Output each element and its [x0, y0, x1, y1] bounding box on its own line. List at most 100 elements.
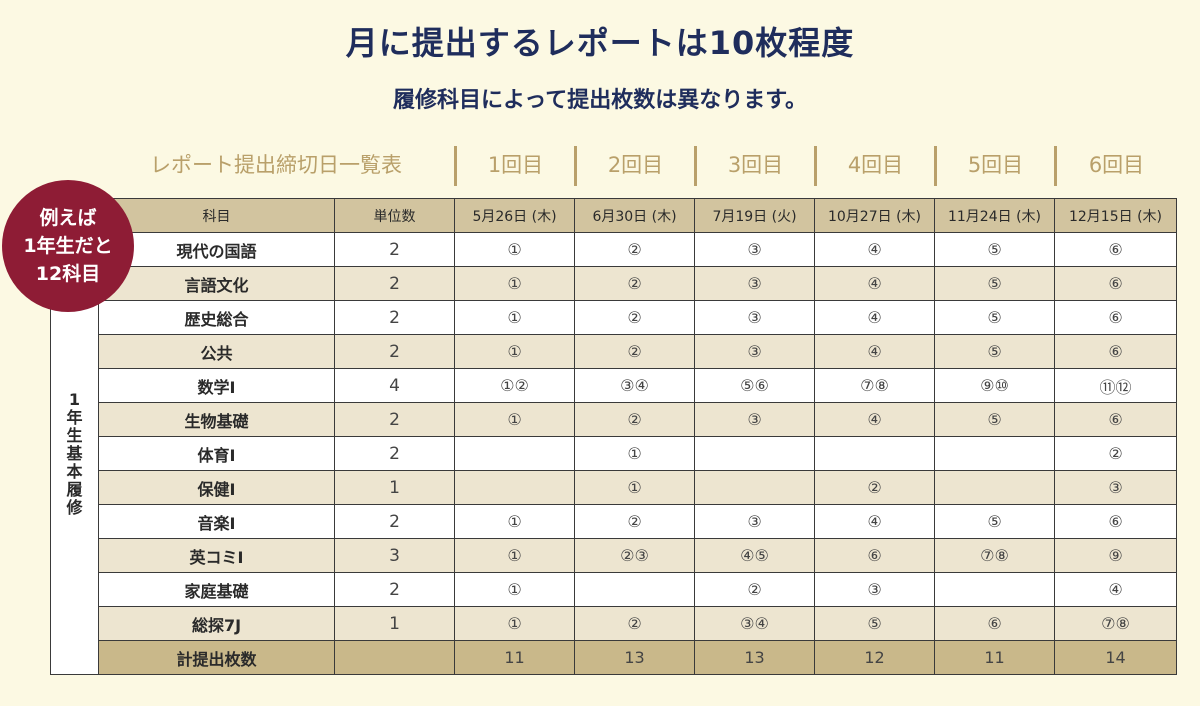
- report-cell: ①: [454, 232, 575, 267]
- report-cell: [454, 470, 575, 505]
- units-cell: 1: [334, 470, 455, 505]
- report-cell: ③: [694, 504, 815, 539]
- round-label-6: 6回目: [1054, 146, 1176, 186]
- report-cell: ⑦⑧: [814, 368, 935, 403]
- units-cell: 2: [334, 572, 455, 607]
- units-cell: 2: [334, 232, 455, 267]
- report-cell: ③: [694, 232, 815, 267]
- round-label-1: 1回目: [454, 146, 574, 186]
- report-cell: [934, 572, 1055, 607]
- table-row: 言語文化 2 ① ② ③ ④ ⑤ ⑥: [51, 266, 1177, 301]
- round-header: レポート提出締切日一覧表 1回目 2回目 3回目 4回目 5回目 6回目: [98, 146, 1176, 186]
- table-row: 数学Ⅰ 4 ①② ③④ ⑤⑥ ⑦⑧ ⑨⑩ ⑪⑫: [51, 368, 1177, 403]
- table-row: 総探7J 1 ① ② ③④ ⑤ ⑥ ⑦⑧: [51, 606, 1177, 641]
- units-cell: 2: [334, 334, 455, 369]
- report-cell: ②: [1054, 436, 1177, 471]
- report-cell: [934, 436, 1055, 471]
- report-cell: ①: [574, 470, 695, 505]
- report-cell: [694, 436, 815, 471]
- side-label-char: 修: [66, 497, 83, 517]
- units-cell: 2: [334, 300, 455, 335]
- report-cell: ⑥: [1054, 402, 1177, 437]
- report-cell: ①: [454, 334, 575, 369]
- col-header-subject: 科目: [98, 198, 335, 233]
- col-header-date-4: 10月27日 (木): [814, 198, 935, 233]
- report-cell: ②: [694, 572, 815, 607]
- round-label-4: 4回目: [814, 146, 934, 186]
- report-cell: ②: [574, 266, 695, 301]
- subject-cell: 言語文化: [98, 266, 335, 301]
- total-cell: 13: [694, 640, 815, 675]
- report-cell: ⑥: [1054, 232, 1177, 267]
- page-subtitle: 履修科目によって提出枚数は異なります。: [392, 88, 808, 113]
- report-cell: ③④: [574, 368, 695, 403]
- report-cell: ⑨⑩: [934, 368, 1055, 403]
- report-cell: ②: [574, 402, 695, 437]
- table-row: 1 年生基本履修現代の国語 2 ① ② ③ ④ ⑤ ⑥: [50, 232, 1177, 675]
- report-cell: ⑦⑧: [934, 538, 1055, 573]
- badge-line-2: 1年生だと: [23, 235, 113, 257]
- side-label-char: 生: [66, 425, 83, 445]
- report-cell: [814, 436, 935, 471]
- table-row: 英コミⅠ 3 ① ②③ ④⑤ ⑥ ⑦⑧ ⑨: [51, 538, 1177, 573]
- total-cell: 12: [814, 640, 935, 675]
- round-label-5: 5回目: [934, 146, 1054, 186]
- report-cell: ⑪⑫: [1054, 368, 1177, 403]
- side-label-char: 基: [66, 443, 83, 463]
- report-cell: ④: [814, 266, 935, 301]
- round-label-3: 3回目: [694, 146, 814, 186]
- table-row: 保健Ⅰ 1 ① ② ③: [51, 470, 1177, 505]
- report-cell: ①②: [454, 368, 575, 403]
- report-cell: ⑤: [934, 300, 1055, 335]
- report-cell: ④: [814, 504, 935, 539]
- units-cell: 4: [334, 368, 455, 403]
- report-cell: [694, 470, 815, 505]
- deadline-table: 科目 単位数 5月26日 (木) 6月30日 (木) 7月19日 (火) 10月…: [50, 198, 1177, 675]
- report-cell: ④: [814, 334, 935, 369]
- total-cell: 13: [574, 640, 695, 675]
- report-cell: ⑨: [1054, 538, 1177, 573]
- report-cell: ①: [454, 402, 575, 437]
- report-cell: ①: [454, 300, 575, 335]
- side-label-char: 1: [68, 389, 81, 409]
- units-cell: 3: [334, 538, 455, 573]
- report-cell: ③: [694, 300, 815, 335]
- units-cell: 2: [334, 436, 455, 471]
- report-cell: ⑤: [934, 232, 1055, 267]
- report-cell: [454, 436, 575, 471]
- report-cell: ⑦⑧: [1054, 606, 1177, 641]
- table-row: 生物基礎 2 ① ② ③ ④ ⑤ ⑥: [51, 402, 1177, 437]
- report-cell: ⑥: [1054, 266, 1177, 301]
- report-cell: ④⑤: [694, 538, 815, 573]
- subject-cell: 音楽Ⅰ: [98, 504, 335, 539]
- report-cell: ⑥: [1054, 504, 1177, 539]
- subject-cell: 体育Ⅰ: [98, 436, 335, 471]
- report-cell: ③: [694, 402, 815, 437]
- col-header-date-1: 5月26日 (木): [454, 198, 575, 233]
- subject-cell: 現代の国語: [98, 232, 335, 267]
- side-label-char: 年: [66, 407, 83, 427]
- report-cell: ④: [1054, 572, 1177, 607]
- report-cell: ①: [454, 606, 575, 641]
- report-cell: ①: [454, 538, 575, 573]
- total-cell: 14: [1054, 640, 1177, 675]
- total-cell: 11: [454, 640, 575, 675]
- example-badge: 例えば 1年生だと 12科目: [2, 180, 134, 312]
- col-header-date-6: 12月15日 (木): [1054, 198, 1177, 233]
- subject-cell: 家庭基礎: [98, 572, 335, 607]
- report-cell: ③: [1054, 470, 1177, 505]
- table-row: 家庭基礎 2 ① ② ③ ④: [51, 572, 1177, 607]
- total-label: 計提出枚数: [98, 640, 335, 675]
- report-cell: ④: [814, 402, 935, 437]
- report-cell: ⑤: [934, 504, 1055, 539]
- col-header-date-2: 6月30日 (木): [574, 198, 695, 233]
- badge-line-1: 例えば: [39, 207, 97, 229]
- table-caption: レポート提出締切日一覧表: [150, 153, 402, 177]
- table-row: 音楽Ⅰ 2 ① ② ③ ④ ⑤ ⑥: [51, 504, 1177, 539]
- subject-cell: 生物基礎: [98, 402, 335, 437]
- report-cell: ①: [454, 504, 575, 539]
- units-cell: 2: [334, 504, 455, 539]
- report-cell: ②: [814, 470, 935, 505]
- report-cell: ③: [814, 572, 935, 607]
- report-cell: [934, 470, 1055, 505]
